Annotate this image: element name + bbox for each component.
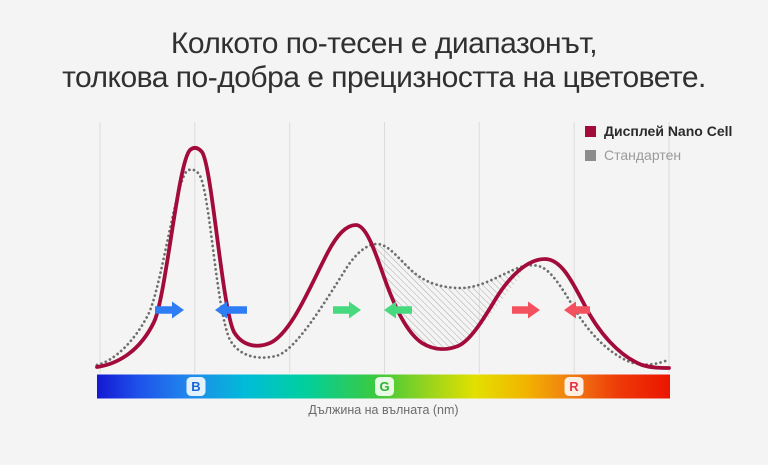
- legend-item-nano-cell: Дисплей Nano Cell: [585, 124, 732, 138]
- band-chip-r-bg: [564, 377, 584, 396]
- red-arrow-right-icon: [512, 301, 540, 319]
- nano-cell-swatch-icon: [585, 125, 596, 137]
- legend-label-standard: Стандартен: [604, 147, 682, 163]
- green-arrow-right-icon: [333, 301, 361, 319]
- gridlines: [99, 122, 670, 373]
- chart-legend: Дисплей Nano Cell Стандартен: [585, 124, 732, 162]
- band-chip-b: B: [186, 377, 206, 396]
- page-title: Колкото по-тесен е диапазонът, толкова п…: [0, 27, 768, 95]
- green-arrow-left-icon: [384, 301, 412, 319]
- nano-cell-curve: [95, 146, 671, 370]
- hatched-difference-area: [374, 245, 521, 349]
- legend-item-standard: Стандартен: [585, 148, 732, 162]
- band-chip-g: G: [375, 377, 394, 396]
- blue-arrow-right-icon: [155, 301, 184, 319]
- page-title-line2: толкова по-добра е прецизността на цвето…: [62, 61, 706, 94]
- page-title-line1: Колкото по-тесен е диапазонът,: [170, 27, 598, 60]
- band-chip-r-label: R: [569, 379, 579, 394]
- band-chip-g-label: G: [379, 379, 389, 394]
- narrowing-arrows: [155, 301, 590, 319]
- x-axis-caption: Дължина на вълната (nm): [308, 403, 458, 417]
- band-chip-b-label: B: [191, 379, 200, 394]
- red-arrow-left-icon: [564, 301, 590, 319]
- standard-swatch-icon: [585, 149, 596, 161]
- band-chip-r: R: [564, 377, 584, 396]
- blue-arrow-left-icon: [215, 301, 247, 319]
- legend-label-nano-cell: Дисплей Nano Cell: [604, 123, 733, 139]
- standard-curve: [95, 168, 670, 367]
- band-chip-b-bg: [186, 377, 206, 396]
- band-chip-g-bg: [375, 377, 394, 396]
